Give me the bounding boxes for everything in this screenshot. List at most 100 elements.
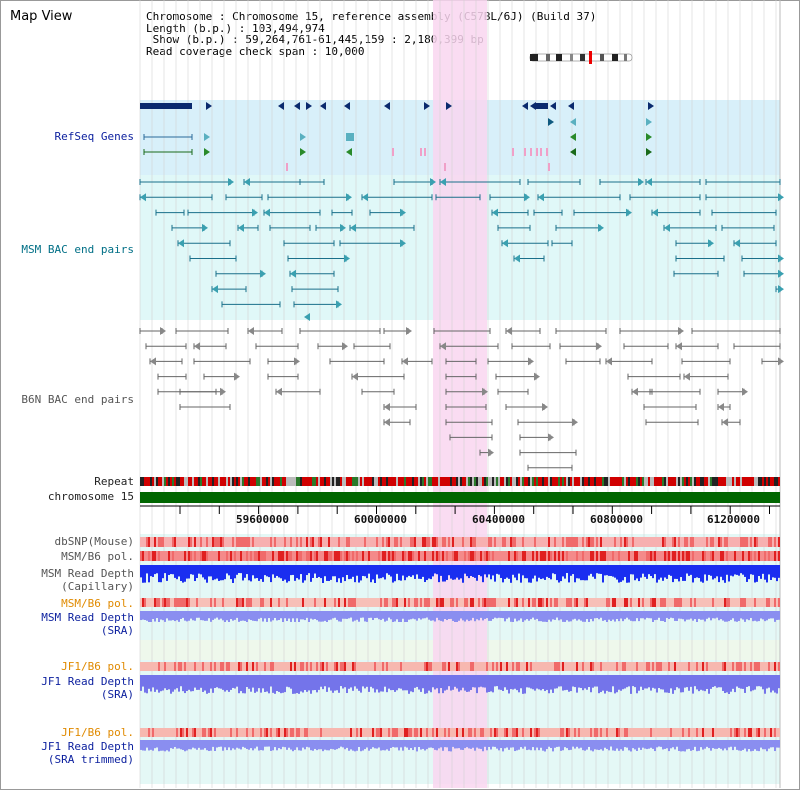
feature-arrow: [482, 387, 488, 396]
polymorphism-cell: [406, 662, 408, 671]
read-depth-bar: [738, 565, 740, 576]
read-depth-bar: [598, 675, 600, 694]
polymorphism-cell: [196, 551, 198, 561]
polymorphism-cell: [356, 537, 358, 547]
read-depth-bar: [338, 611, 340, 622]
read-depth-bar: [346, 675, 348, 694]
polymorphism-cell: [636, 551, 638, 561]
read-depth-bar: [334, 565, 336, 577]
read-depth-bar: [598, 611, 600, 620]
read-depth-bar: [506, 611, 508, 619]
read-depth-bar: [438, 675, 440, 694]
polymorphism-cell: [734, 551, 736, 561]
read-depth-bar: [320, 565, 322, 579]
polymorphism-cell: [310, 551, 312, 561]
repeat-segment: [210, 477, 212, 486]
read-depth-bar: [554, 740, 556, 748]
refseq-track-label[interactable]: RefSeq Genes: [54, 130, 134, 143]
polymorphism-cell: [672, 662, 674, 671]
read-depth-bar: [428, 740, 430, 748]
polymorphism-cell: [206, 662, 208, 671]
polymorphism-cell: [776, 551, 778, 561]
read-depth-bar: [502, 611, 504, 619]
repeat-segment: [314, 477, 316, 486]
polymorphism-cell: [250, 662, 252, 671]
polymorphism-cell: [766, 728, 768, 737]
repeat-segment: [718, 477, 720, 486]
msm-depth-sra-label[interactable]: MSM Read Depth: [41, 611, 134, 624]
read-depth-bar: [354, 611, 356, 621]
jf1-b6-pol-label[interactable]: JF1/B6 pol.: [61, 660, 134, 673]
polymorphism-cell: [452, 537, 454, 547]
feature-arrow: [440, 178, 446, 186]
read-depth-bar: [236, 740, 238, 748]
repeat-segment: [166, 477, 168, 486]
feature-arrow: [278, 102, 284, 110]
polymorphism-cell: [294, 598, 296, 607]
read-depth-bar: [334, 611, 336, 618]
polymorphism-cell: [268, 537, 270, 547]
polymorphism-cell: [444, 728, 446, 737]
polymorphism-cell: [432, 728, 434, 737]
read-depth-bar: [442, 675, 444, 694]
polymorphism-cell: [768, 598, 770, 607]
polymorphism-cell: [430, 728, 432, 737]
polymorphism-cell: [712, 598, 714, 607]
polymorphism-cell: [518, 551, 520, 561]
polymorphism-cell: [336, 551, 338, 561]
polymorphism-cell: [460, 598, 462, 607]
read-depth-bar: [612, 675, 614, 687]
read-depth-bar: [192, 675, 194, 692]
polymorphism-cell: [762, 537, 764, 547]
jf1-b6-pol-trimmed-label[interactable]: JF1/B6 pol.: [61, 726, 134, 739]
msm-b6-pol-track-label[interactable]: MSM/B6 pol.: [61, 550, 134, 563]
polymorphism-cell: [508, 662, 510, 671]
dbsnp-track-label[interactable]: dbSNP(Mouse): [54, 535, 134, 548]
msm-b6-pol-sra-label[interactable]: MSM/B6 pol.: [61, 597, 134, 610]
read-depth-bar: [392, 675, 394, 691]
read-depth-bar: [646, 611, 648, 618]
read-depth-bar: [762, 611, 764, 620]
read-depth-bar: [654, 611, 656, 621]
polymorphism-cell: [408, 662, 410, 671]
polymorphism-cell: [764, 728, 766, 737]
polymorphism-cell: [348, 662, 350, 671]
read-depth-bar: [246, 611, 248, 622]
polymorphism-cell: [712, 728, 714, 737]
polymorphism-cell: [658, 662, 660, 671]
polymorphism-cell: [772, 662, 774, 671]
pseudo-gene-mark: [420, 148, 422, 156]
polymorphism-cell: [664, 551, 666, 561]
jf1-depth-trimmed-label[interactable]: JF1 Read Depth: [41, 740, 134, 753]
ideogram-band: [612, 54, 618, 61]
polymorphism-cell: [556, 551, 558, 561]
polymorphism-cell: [428, 598, 430, 607]
msm-bac-track-label[interactable]: MSM BAC end pairs: [21, 243, 134, 256]
read-depth-bar: [240, 675, 242, 692]
polymorphism-cell: [642, 537, 644, 547]
read-depth-bar: [388, 740, 390, 751]
read-depth-bar: [508, 740, 510, 750]
repeat-segment: [540, 477, 542, 486]
jf1-depth-sra-label[interactable]: JF1 Read Depth: [41, 675, 134, 688]
read-depth-bar: [192, 565, 194, 575]
read-depth-bar: [458, 675, 460, 692]
polymorphism-cell: [354, 662, 356, 671]
polymorphism-cell: [524, 728, 526, 737]
msm-depth-capillary-label[interactable]: MSM Read Depth: [41, 567, 134, 580]
read-depth-bar: [258, 611, 260, 619]
b6n-bac-track-label[interactable]: B6N BAC end pairs: [21, 393, 134, 406]
polymorphism-cell: [466, 598, 468, 607]
read-depth-bar: [216, 740, 218, 748]
polymorphism-cell: [664, 537, 666, 547]
repeat-segment: [436, 477, 438, 486]
read-depth-bar: [678, 740, 680, 751]
polymorphism-cell: [772, 728, 774, 737]
repeat-segment: [278, 477, 280, 486]
read-depth-bar: [212, 611, 214, 620]
polymorphism-cell: [308, 662, 310, 671]
polymorphism-cell: [692, 551, 694, 561]
polymorphism-cell: [282, 537, 284, 547]
polymorphism-cell: [470, 537, 472, 547]
